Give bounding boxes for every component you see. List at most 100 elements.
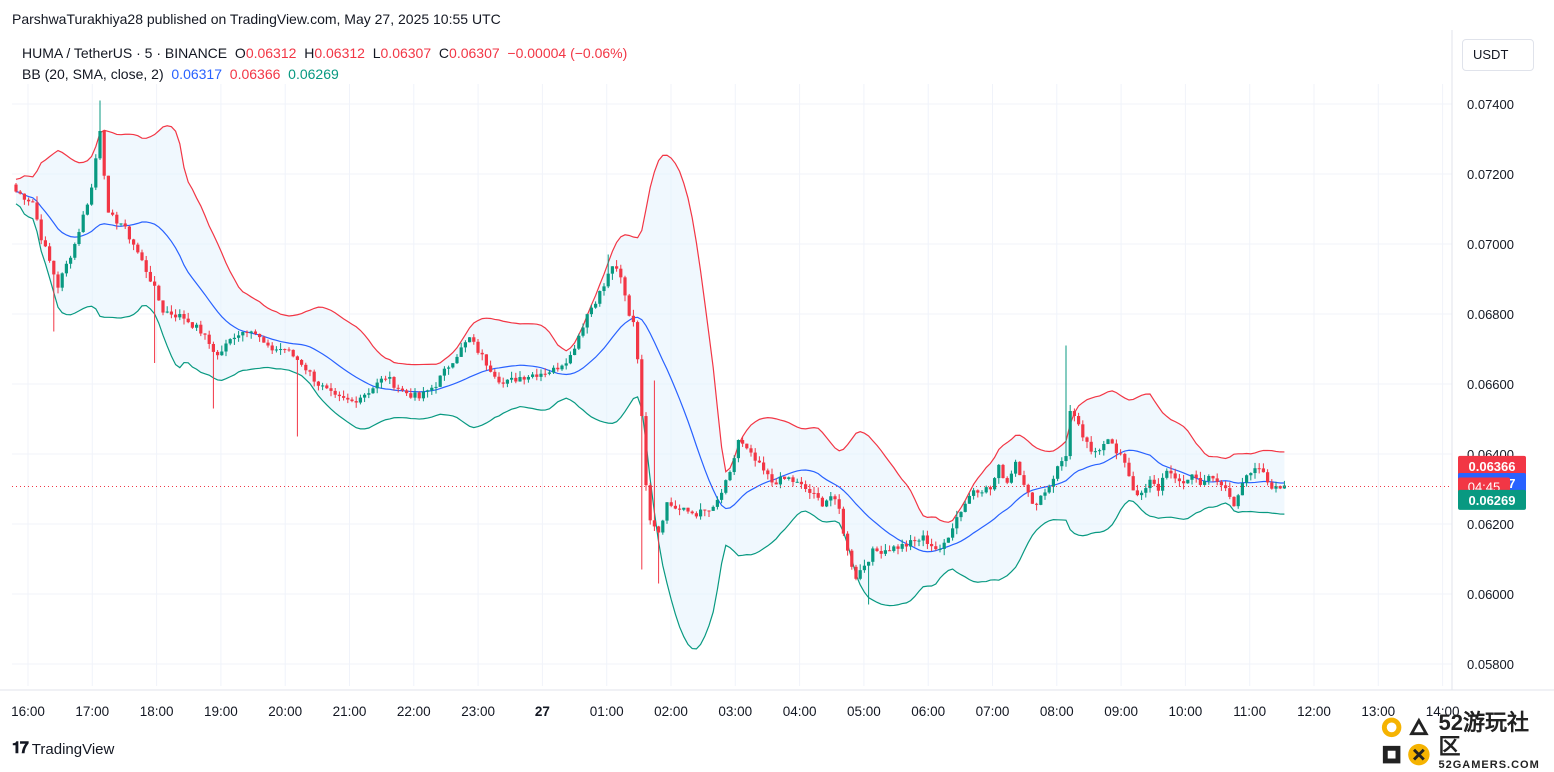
candle-body <box>409 393 413 398</box>
currency-button[interactable]: USDT <box>1462 39 1534 71</box>
candle-body <box>211 343 215 352</box>
candle-body <box>354 401 358 403</box>
low-label: L <box>372 45 381 61</box>
candle-body <box>48 246 52 261</box>
candle-body <box>589 307 593 315</box>
candle-body <box>106 175 110 213</box>
time-tick-label: 19:00 <box>204 704 238 719</box>
candle-body <box>153 281 157 286</box>
candle-body <box>732 458 736 473</box>
watermark-url: 52GAMERS.COM <box>1438 759 1540 771</box>
candle-body <box>1215 478 1219 482</box>
candle-body <box>808 488 812 493</box>
candle-body <box>753 452 757 461</box>
candle-body <box>535 374 539 377</box>
candle-body <box>766 470 770 475</box>
candle-body <box>1140 492 1144 496</box>
candle-body <box>342 396 346 398</box>
candle-body <box>451 363 455 368</box>
candle-body <box>707 510 711 512</box>
tradingview-logo[interactable]: 𝟏𝟕 TradingView <box>12 740 114 758</box>
bb-basis-line <box>15 190 1285 553</box>
bb-fill-area <box>16 125 1285 649</box>
candle-body <box>522 377 526 380</box>
candle-body <box>888 550 892 552</box>
candle-body <box>1056 466 1060 479</box>
candle-body <box>85 204 89 215</box>
candle-body <box>690 511 694 514</box>
candle-body <box>90 187 94 205</box>
candle-body <box>867 561 871 566</box>
candle-body <box>115 214 119 224</box>
candle-body <box>951 528 955 538</box>
candle-body <box>161 300 165 313</box>
candle-body <box>367 393 371 395</box>
candle-body <box>1249 473 1253 476</box>
candle-body <box>1152 479 1156 484</box>
symbol-label[interactable]: HUMA / TetherUS · 5 · BINANCE <box>22 45 228 61</box>
candle-body <box>199 324 203 334</box>
candle-body <box>329 388 333 391</box>
candle-body <box>1144 488 1148 493</box>
time-tick-label: 17:00 <box>75 704 109 719</box>
candle-body <box>820 497 824 507</box>
candle-body <box>1219 481 1223 486</box>
candle-body <box>14 184 18 192</box>
candle-body <box>833 496 837 500</box>
candle-body <box>1035 503 1039 505</box>
candle-body <box>598 291 602 304</box>
candle-body <box>363 394 367 398</box>
bb-basis-value: 0.06317 <box>171 66 222 82</box>
candle-body <box>22 193 26 200</box>
candle-body <box>1077 416 1081 425</box>
candle-body <box>909 540 913 547</box>
candle-body <box>837 499 841 509</box>
candle-body <box>980 492 984 494</box>
candle-body <box>1085 437 1089 442</box>
candle-body <box>35 202 39 220</box>
change-value: −0.00004 (−0.06%) <box>507 45 628 61</box>
candle-body <box>1060 461 1064 467</box>
candle-body <box>791 477 795 482</box>
candle-body <box>543 373 547 375</box>
candle-body <box>568 355 572 364</box>
candle-body <box>1064 456 1068 462</box>
candle-body <box>619 268 623 278</box>
price-tick-label: 0.07200 <box>1467 167 1514 182</box>
candle-body <box>1194 474 1198 478</box>
candle-body <box>1081 424 1085 438</box>
candle-body <box>249 331 253 333</box>
candle-body <box>539 373 543 377</box>
candle-body <box>564 363 568 366</box>
candle-body <box>468 337 472 343</box>
candle-body <box>1186 479 1190 484</box>
candle-body <box>77 232 81 245</box>
candle-body <box>379 378 383 383</box>
candle-body <box>799 481 803 485</box>
candle-body <box>430 387 434 391</box>
time-tick-label: 06:00 <box>911 704 945 719</box>
time-tick-label: 10:00 <box>1169 704 1203 719</box>
candle-body <box>316 381 320 386</box>
candle-body <box>346 397 350 400</box>
candle-body <box>846 533 850 551</box>
candle-body <box>333 390 337 395</box>
candle-body <box>1110 439 1114 444</box>
candle-body <box>1089 441 1093 452</box>
candle-body <box>73 244 77 258</box>
time-tick-label: 03:00 <box>718 704 752 719</box>
candle-body <box>312 371 316 382</box>
candle-body <box>501 382 505 384</box>
candle-body <box>560 365 564 370</box>
price-label: 0.06366 <box>1469 459 1516 474</box>
candle-body <box>577 335 581 349</box>
candle-body <box>892 546 896 551</box>
bb-lower-line <box>15 203 1285 650</box>
bb-label[interactable]: BB (20, SMA, close, 2) <box>22 66 164 82</box>
candle-body <box>132 239 136 245</box>
time-tick-label: 14:00 <box>1426 704 1460 719</box>
candle-body <box>18 191 22 194</box>
candle-body <box>304 364 308 371</box>
candle-body <box>984 487 988 493</box>
